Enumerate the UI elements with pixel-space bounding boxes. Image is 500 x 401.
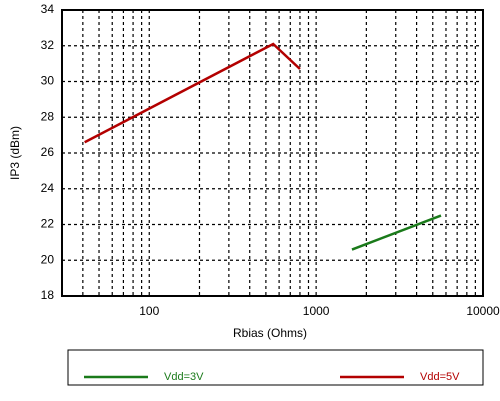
y-tick-label: 24 <box>41 181 55 195</box>
y-tick-label: 20 <box>41 252 55 266</box>
legend-label: Vdd=5V <box>420 371 460 383</box>
y-tick-label: 22 <box>41 217 55 231</box>
x-axis-label: Rbias (Ohms) <box>233 326 307 340</box>
y-tick-label: 34 <box>41 2 55 16</box>
x-tick-label: 1000 <box>303 304 330 318</box>
legend-box <box>67 349 484 386</box>
data-line <box>84 42 301 144</box>
y-tick-label: 30 <box>41 74 55 88</box>
x-tick-label: 10000 <box>466 304 500 318</box>
data-line <box>351 214 442 251</box>
y-tick-label: 28 <box>41 109 55 123</box>
plot-frame <box>61 9 484 297</box>
y-tick-label: 18 <box>41 288 55 302</box>
x-tick-label: 100 <box>139 304 159 318</box>
y-tick-label: 26 <box>41 145 55 159</box>
y-axis-label: IP3 (dBm) <box>8 126 22 180</box>
y-tick-label: 32 <box>41 38 55 52</box>
legend-label: Vdd=3V <box>164 371 204 383</box>
